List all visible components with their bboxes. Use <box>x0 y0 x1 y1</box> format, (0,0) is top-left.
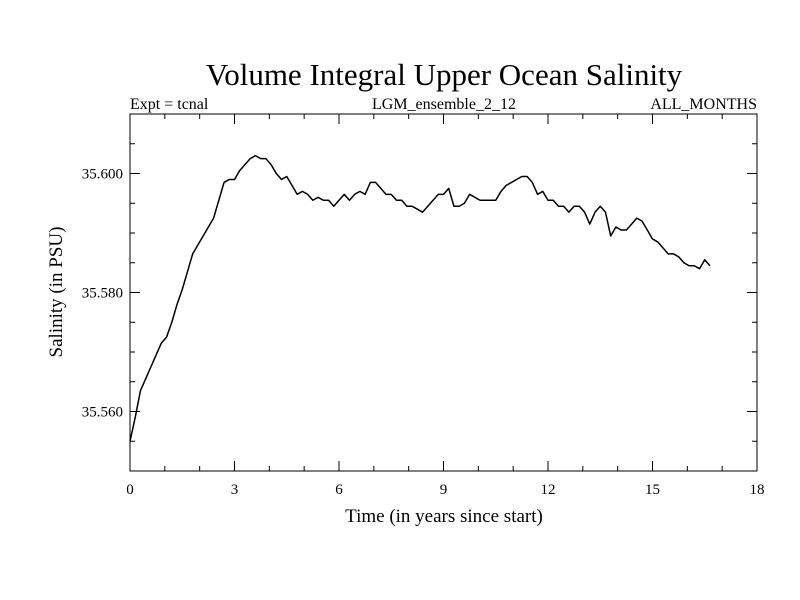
axis-ticks <box>129 113 758 472</box>
x-tick-label: 12 <box>541 482 556 498</box>
x-tick-label: 6 <box>335 482 343 498</box>
x-tick-label: 9 <box>440 482 448 498</box>
x-axis-label: Time (in years since start) <box>345 506 543 527</box>
y-tick-label: 35.600 <box>82 167 123 183</box>
x-tick-labels: 0 3 6 9 12 15 18 <box>126 482 764 498</box>
x-tick-label: 0 <box>126 482 134 498</box>
subtitle-months: ALL_MONTHS <box>650 96 757 113</box>
x-tick-label: 18 <box>750 482 765 498</box>
subtitle-experiment: Expt = tcnal <box>130 96 209 113</box>
x-tick-label: 15 <box>645 482 660 498</box>
y-tick-labels: 35.560 35.580 35.600 <box>82 167 123 421</box>
y-axis-label: Salinity (in PSU) <box>46 227 67 358</box>
y-tick-label: 35.560 <box>82 405 123 421</box>
plot-frame <box>129 113 758 472</box>
chart-title: Volume Integral Upper Ocean Salinity <box>206 57 683 92</box>
subtitle-ensemble: LGM_ensemble_2_12 <box>372 96 516 113</box>
x-tick-label: 3 <box>231 482 239 498</box>
y-tick-label: 35.580 <box>82 286 123 302</box>
salinity-series-line <box>129 154 711 442</box>
